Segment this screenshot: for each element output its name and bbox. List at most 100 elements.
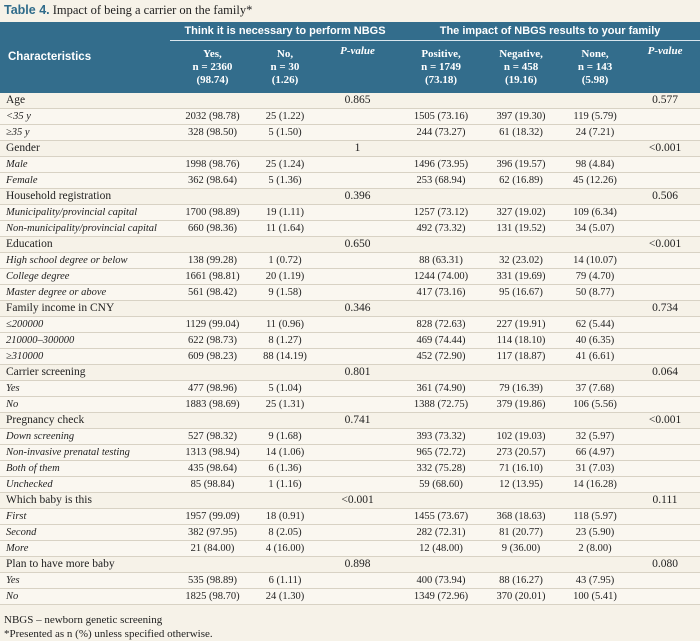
cell: 9 (1.58) <box>255 284 315 301</box>
empty-cell <box>630 156 700 173</box>
cell: 106 (5.56) <box>560 396 631 413</box>
p-value: <0.001 <box>630 236 700 253</box>
cell: 965 (72.72) <box>400 444 483 461</box>
cell: 9 (1.68) <box>255 428 315 445</box>
empty-cell <box>255 300 315 317</box>
cell: 1825 (98.70) <box>170 588 255 605</box>
p-value: 0.064 <box>630 364 700 381</box>
empty-cell <box>400 364 483 381</box>
cell: 2 (8.00) <box>560 540 631 557</box>
empty-cell <box>560 140 631 157</box>
p-value: 0.898 <box>315 556 401 573</box>
cell: 452 (72.90) <box>400 348 483 365</box>
empty-cell <box>315 156 401 173</box>
cell: 8 (2.05) <box>255 524 315 541</box>
cell: 131 (19.52) <box>482 220 561 237</box>
empty-cell <box>170 140 255 157</box>
cell: 59 (68.60) <box>400 476 483 493</box>
p-value: 0.080 <box>630 556 700 573</box>
cell: 8 (1.27) <box>255 332 315 349</box>
section-label: Plan to have more baby <box>0 556 170 573</box>
table-body: Age 0.865 0.577 <35 y 2032 (98.78) 25 (1.22) 1… <box>0 93 700 605</box>
p-value: <0.001 <box>630 412 700 429</box>
data-row: ≥35 y 328 (98.50) 5 (1.50) 244 (73.27) 61 (1… <box>0 124 700 141</box>
table-title: Table 4. Impact of being a carrier on th… <box>0 0 700 22</box>
table-caption: Impact of being a carrier on the family* <box>52 3 253 17</box>
row-label: First <box>0 508 170 525</box>
empty-cell <box>630 588 700 605</box>
cell: 5 (1.04) <box>255 380 315 397</box>
cell: 393 (73.32) <box>400 428 483 445</box>
empty-cell <box>630 460 700 477</box>
section-row: Gender 1 <0.001 <box>0 140 700 157</box>
empty-cell <box>170 412 255 429</box>
column-header: None, n = 143 (5.98) <box>560 40 631 93</box>
cell: 43 (7.95) <box>560 572 631 589</box>
cell: 1257 (73.12) <box>400 204 483 221</box>
row-label: College degree <box>0 268 170 285</box>
empty-cell <box>482 412 561 429</box>
p-value: 0.741 <box>315 412 401 429</box>
row-label: Master degree or above <box>0 284 170 301</box>
row-label: ≤200000 <box>0 316 170 333</box>
cell: 41 (6.61) <box>560 348 631 365</box>
row-label: No <box>0 396 170 413</box>
empty-cell <box>315 428 401 445</box>
cell: 1455 (73.67) <box>400 508 483 525</box>
empty-cell <box>315 460 401 477</box>
cell: 37 (7.68) <box>560 380 631 397</box>
cell: 14 (10.07) <box>560 252 631 269</box>
empty-cell <box>315 508 401 525</box>
empty-cell <box>315 124 401 141</box>
column-header: Positive, n = 1749 (73.18) <box>400 40 483 93</box>
cell: 1313 (98.94) <box>170 444 255 461</box>
row-label: ≥35 y <box>0 124 170 141</box>
cell: 138 (99.28) <box>170 252 255 269</box>
cell: 1129 (99.04) <box>170 316 255 333</box>
table: Characteristics Think it is necessary to … <box>0 22 700 605</box>
section-row: Age 0.865 0.577 <box>0 93 700 109</box>
header-line: n = 2360 <box>192 60 233 73</box>
empty-cell <box>255 93 315 109</box>
cell: 397 (19.30) <box>482 108 561 125</box>
data-row: College degree 1661 (98.81) 20 (1.19) 1244 … <box>0 268 700 285</box>
data-row: Master degree or above 561 (98.42) 9 (1.58… <box>0 284 700 301</box>
empty-cell <box>560 412 631 429</box>
data-row: Second 382 (97.95) 8 (2.05) 282 (72.31) 81 (… <box>0 524 700 541</box>
cell: 227 (19.91) <box>482 316 561 333</box>
section-label: Education <box>0 236 170 253</box>
header-line: (1.26) <box>271 73 299 86</box>
cell: 1 (0.72) <box>255 252 315 269</box>
data-row: Municipality/provincial capital 1700 (98.… <box>0 204 700 221</box>
section-label: Pregnancy check <box>0 412 170 429</box>
row-label: Unchecked <box>0 476 170 493</box>
empty-cell <box>315 204 401 221</box>
cell: 244 (73.27) <box>400 124 483 141</box>
cell: 1496 (73.95) <box>400 156 483 173</box>
cell: 24 (1.30) <box>255 588 315 605</box>
cell: 11 (1.64) <box>255 220 315 237</box>
section-row: Pregnancy check 0.741 <0.001 <box>0 412 700 429</box>
cell: 417 (73.16) <box>400 284 483 301</box>
cell: 109 (6.34) <box>560 204 631 221</box>
empty-cell <box>315 268 401 285</box>
row-label: Down screening <box>0 428 170 445</box>
cell: 1244 (74.00) <box>400 268 483 285</box>
footnotes: NBGS – newborn genetic screening *Present… <box>0 605 700 641</box>
empty-cell <box>315 396 401 413</box>
empty-cell <box>315 172 401 189</box>
row-label: High school degree or below <box>0 252 170 269</box>
header-line: Positive, <box>421 47 461 60</box>
empty-cell <box>630 332 700 349</box>
empty-cell <box>630 124 700 141</box>
empty-cell <box>255 188 315 205</box>
cell: 6 (1.11) <box>255 572 315 589</box>
empty-cell <box>400 140 483 157</box>
cell: 622 (98.73) <box>170 332 255 349</box>
data-row: Male 1998 (98.76) 25 (1.24) 1496 (73.95) 396… <box>0 156 700 173</box>
group-header: The impact of NBGS results to your famil… <box>400 22 700 41</box>
empty-cell <box>560 188 631 205</box>
empty-cell <box>400 412 483 429</box>
row-label: Male <box>0 156 170 173</box>
